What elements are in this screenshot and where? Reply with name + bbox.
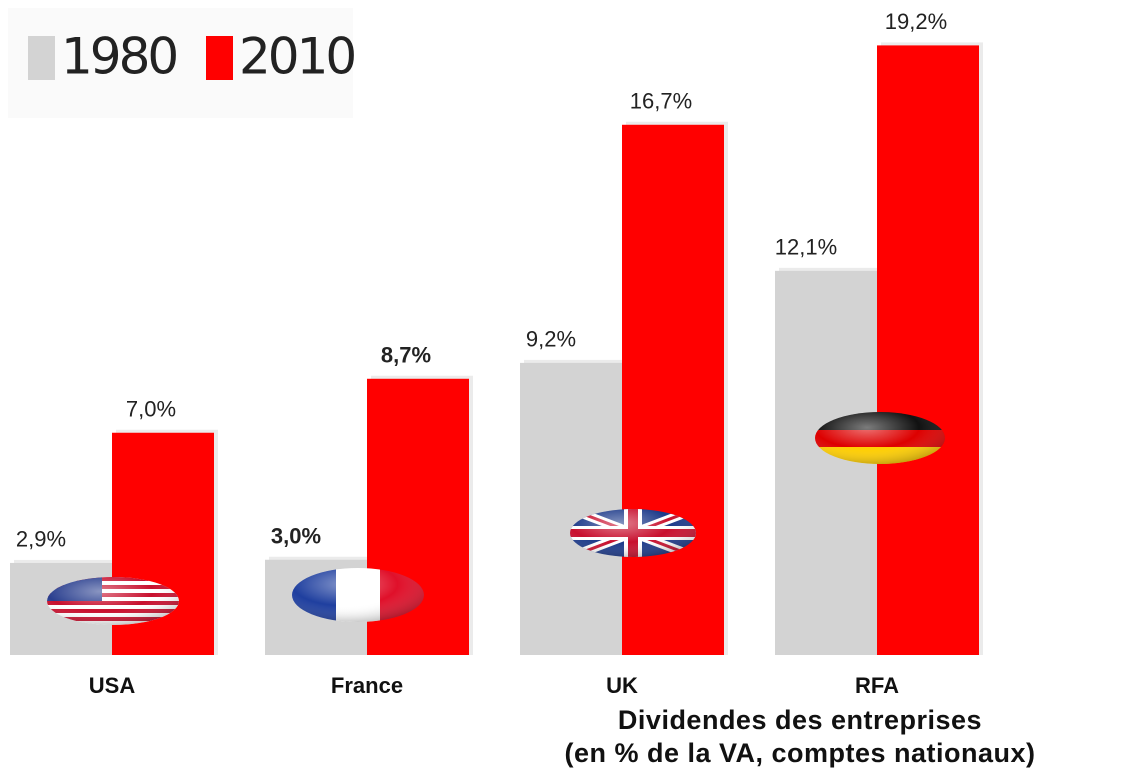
x-tick-label: RFA — [855, 673, 899, 698]
bar — [520, 362, 622, 655]
data-label: 3,0% — [271, 524, 321, 549]
x-tick-label: UK — [606, 673, 638, 698]
flag-france — [292, 568, 424, 622]
bar — [775, 270, 877, 655]
legend-box — [8, 8, 353, 118]
x-tick-label: USA — [89, 673, 136, 698]
legend-label: 2010 — [239, 28, 354, 86]
data-label: 9,2% — [526, 327, 576, 352]
flag-uk — [570, 509, 696, 557]
legend-label: 1980 — [61, 28, 176, 86]
legend-swatch — [28, 36, 55, 80]
bar — [622, 124, 724, 655]
flags — [47, 412, 945, 625]
data-label: 16,7% — [630, 89, 692, 114]
data-label: 8,7% — [381, 343, 431, 368]
chart-subtitle: (en % de la VA, comptes nationaux) — [564, 738, 1035, 768]
data-label: 19,2% — [885, 9, 947, 34]
x-tick-label: France — [331, 673, 403, 698]
data-label: 2,9% — [16, 527, 66, 552]
flag-usa — [47, 577, 179, 625]
bars — [10, 42, 983, 655]
data-label: 7,0% — [126, 397, 176, 422]
chart-title: Dividendes des entreprises — [618, 705, 982, 735]
bar — [877, 45, 979, 655]
data-label: 12,1% — [775, 235, 837, 260]
flag-germany — [815, 412, 945, 464]
legend-swatch — [206, 36, 233, 80]
